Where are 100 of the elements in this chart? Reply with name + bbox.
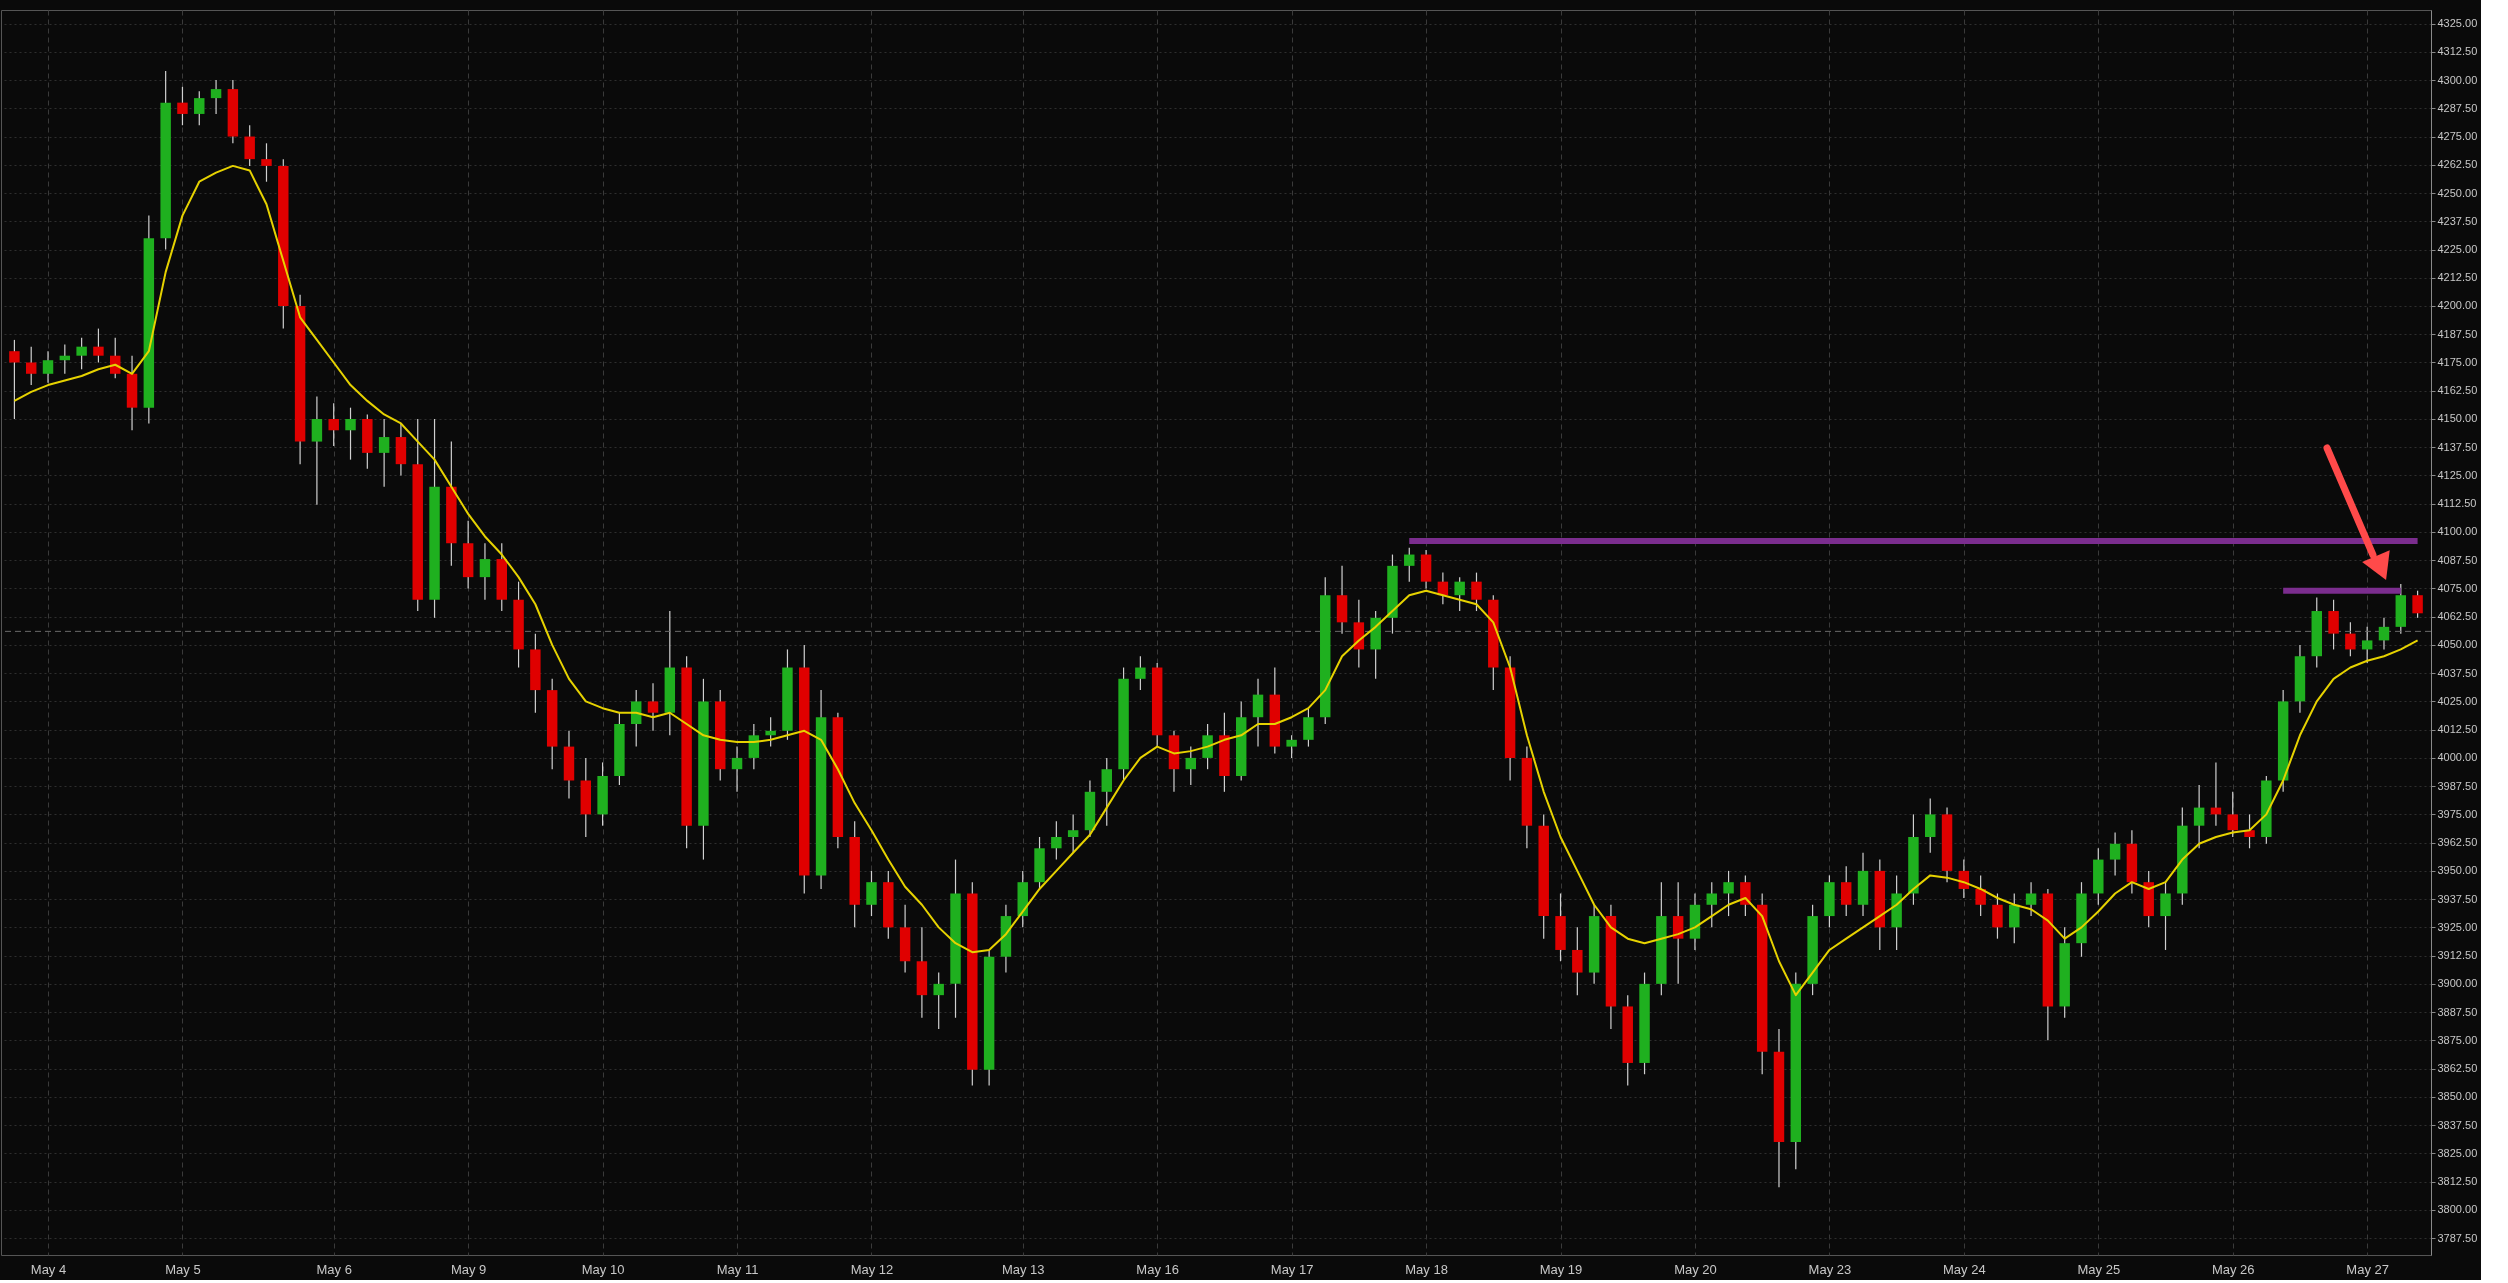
- candlestick: [378, 418, 390, 488]
- candlestick: [2025, 881, 2037, 917]
- candlestick: [1101, 757, 1112, 827]
- candlestick: [647, 682, 659, 732]
- candlestick: [194, 90, 205, 126]
- x-tick-label: May 12: [850, 1261, 894, 1277]
- x-tick-label: May 20: [1674, 1261, 1717, 1277]
- y-tick-label: 4025.00: [2437, 694, 2478, 707]
- y-tick-label: 4075.00: [2437, 581, 2478, 594]
- candlestick: [311, 395, 323, 506]
- y-tick-label: 4225.00: [2437, 243, 2478, 256]
- x-tick-label: May 16: [1136, 1261, 1179, 1277]
- x-tick-label: May 24: [1943, 1261, 1986, 1277]
- y-tick-label: 3875.00: [2437, 1033, 2478, 1046]
- y-tick-label: 3937.50: [2437, 892, 2478, 905]
- x-tick-label: May 5: [165, 1261, 201, 1277]
- candlestick: [933, 971, 944, 1030]
- y-tick-label: 4187.50: [2437, 327, 2478, 340]
- y-tick-label: 4087.50: [2437, 553, 2478, 566]
- candlestick: [1706, 881, 1717, 928]
- candlestick: [1303, 707, 1314, 748]
- y-tick-label: 3812.50: [2437, 1175, 2478, 1188]
- candlestick: [93, 327, 104, 364]
- candlestick: [1740, 874, 1751, 917]
- y-tick-label: 4287.50: [2437, 101, 2478, 114]
- x-tick-label: May 23: [1808, 1261, 1852, 1277]
- y-tick-label: 4125.00: [2437, 468, 2478, 481]
- candlestick: [9, 339, 20, 420]
- candlestick: [1572, 926, 1583, 996]
- y-tick-label: 3900.00: [2437, 977, 2478, 990]
- y-tick-label: 4325.00: [2437, 17, 2478, 30]
- x-tick-label: May 19: [1539, 1261, 1583, 1277]
- candlestick: [2378, 617, 2390, 651]
- candlestick: [1723, 870, 1734, 917]
- candlestick: [479, 542, 491, 601]
- x-tick-label: May 18: [1405, 1261, 1448, 1277]
- y-tick-label: 3800.00: [2437, 1203, 2478, 1216]
- candlestick: [42, 350, 54, 384]
- candlestick: [76, 337, 87, 370]
- candlestick: [1975, 874, 1986, 917]
- y-tick-label: 4000.00: [2437, 751, 2478, 764]
- x-tick-label: May 11: [716, 1261, 759, 1277]
- candlestick: [177, 86, 188, 126]
- candlestick: [25, 346, 37, 386]
- candlestick: [1252, 678, 1264, 748]
- candlestick: [345, 407, 356, 461]
- y-tick-label: 3912.50: [2437, 949, 2478, 962]
- candlestick: [866, 870, 877, 917]
- y-tick-label: 4250.00: [2437, 186, 2478, 199]
- y-tick-label: 4275.00: [2437, 130, 2478, 143]
- candlestick: [1992, 892, 2003, 940]
- candlestick: [2193, 784, 2205, 849]
- x-tick-label: May 6: [316, 1261, 352, 1277]
- y-tick-label: 4212.50: [2437, 271, 2478, 284]
- candlestick: [731, 746, 743, 793]
- candlestick: [244, 124, 255, 167]
- x-tick-label: May 10: [581, 1261, 625, 1277]
- y-tick-label: 3975.00: [2437, 807, 2478, 820]
- y-tick-label: 3837.50: [2437, 1118, 2478, 1131]
- y-tick-label: 4062.50: [2437, 610, 2478, 623]
- y-tick-label: 4162.50: [2437, 384, 2478, 397]
- y-tick-label: 3850.00: [2437, 1090, 2478, 1103]
- y-tick-label: 4312.50: [2437, 45, 2478, 58]
- candlestick: [2160, 881, 2171, 951]
- y-tick-label: 4037.50: [2437, 666, 2478, 679]
- x-tick-label: May 26: [2211, 1261, 2255, 1277]
- candlestick: [210, 79, 222, 115]
- y-tick-label: 3962.50: [2437, 836, 2478, 849]
- y-tick-label: 4137.50: [2437, 440, 2478, 453]
- candlestick: [1185, 746, 1197, 786]
- candlestick: [765, 716, 776, 748]
- candlestick: [328, 402, 339, 447]
- candlestick: [1404, 547, 1415, 583]
- candlestick: [1454, 576, 1465, 612]
- candlestick: [2412, 590, 2423, 619]
- x-tick-label: May 13: [1001, 1261, 1045, 1277]
- y-tick-label: 3862.50: [2437, 1062, 2478, 1075]
- y-tick-label: 4300.00: [2437, 73, 2478, 86]
- candlestick: [2009, 892, 2020, 944]
- x-tick-label: May 4: [30, 1261, 67, 1277]
- y-tick-label: 4050.00: [2437, 638, 2478, 651]
- candlestick: [1925, 797, 1936, 854]
- x-tick-label: May 27: [2346, 1261, 2389, 1277]
- candlestick: [2328, 599, 2339, 651]
- candlestick: [1202, 723, 1213, 770]
- y-tick-label: 3887.50: [2437, 1005, 2478, 1018]
- candlestick: [1840, 865, 1852, 917]
- candlestick: [2345, 621, 2356, 657]
- candlestick: [1051, 820, 1062, 861]
- x-tick-label: May 17: [1270, 1261, 1314, 1277]
- y-tick-label: 4150.00: [2437, 412, 2478, 425]
- candlestick: [1067, 813, 1079, 854]
- y-tick-label: 3925.00: [2437, 920, 2478, 933]
- candlestick: [1135, 655, 1146, 691]
- y-tick-label: 3987.50: [2437, 779, 2478, 792]
- y-tick-label: 3950.00: [2437, 864, 2478, 877]
- y-tick-label: 4237.50: [2437, 214, 2478, 227]
- candlestick: [2109, 831, 2121, 876]
- line-series: [13, 164, 2419, 997]
- y-tick-label: 4200.00: [2437, 299, 2478, 312]
